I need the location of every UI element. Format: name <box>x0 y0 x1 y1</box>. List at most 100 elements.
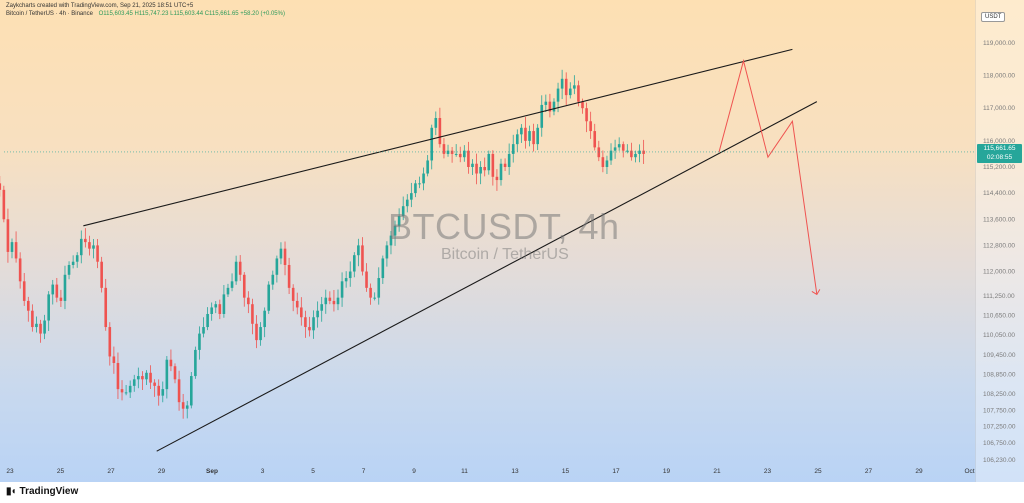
candle-body <box>124 392 128 394</box>
candle-body <box>267 284 271 311</box>
projection-arrowhead <box>811 289 821 296</box>
candle-body <box>18 258 22 282</box>
candle-body <box>544 101 548 105</box>
candle-body <box>454 153 458 155</box>
candle-body <box>446 150 450 154</box>
candle-body <box>157 385 161 396</box>
candle-body <box>524 127 527 141</box>
candle-body <box>630 150 633 158</box>
trendline-lower <box>156 101 818 452</box>
candle-body <box>43 320 46 334</box>
time-tick-label: 29 <box>158 468 166 475</box>
header-text: Zaykcharts created with TradingView.com,… <box>6 3 194 9</box>
time-tick-label: Oct <box>964 468 974 475</box>
candle-body <box>55 284 59 298</box>
candle-body <box>214 304 218 308</box>
candle-body <box>218 304 222 314</box>
candle-body <box>336 297 340 305</box>
candle-body <box>0 183 2 190</box>
candle-body <box>369 287 372 298</box>
time-tick-label: 7 <box>362 468 366 475</box>
candle-body <box>540 104 544 128</box>
candle-body <box>198 333 201 350</box>
candle-body <box>312 317 315 331</box>
candle-body <box>430 127 434 161</box>
candle-body <box>479 166 482 174</box>
candle-body <box>471 163 474 167</box>
candle-body <box>463 150 466 158</box>
candle-body <box>577 85 580 102</box>
candle-body <box>202 327 205 334</box>
candle-body <box>609 150 613 161</box>
time-tick-label: 27 <box>865 468 873 475</box>
candle-body <box>613 147 617 151</box>
chart-header: Zaykcharts created with TradingView.com,… <box>6 3 193 9</box>
candle-body <box>26 300 30 311</box>
candle-body <box>291 287 295 301</box>
candle-body <box>59 297 63 301</box>
candle-body <box>393 225 397 236</box>
candle-body <box>100 261 103 288</box>
candle-body <box>67 264 71 275</box>
candle-body <box>279 248 283 259</box>
price-tick-label: 109,450.00 <box>983 352 1016 359</box>
candle-body <box>145 372 148 380</box>
time-tick-label: 11 <box>461 468 468 475</box>
price-tick-label: 119,000.00 <box>983 40 1015 47</box>
candle-body <box>499 163 503 181</box>
candle-body <box>35 323 38 328</box>
candle-body <box>226 287 230 295</box>
tradingview-logo[interactable]: ▮◖ TradingView <box>6 486 78 497</box>
candle-body <box>149 372 152 383</box>
candle-body <box>605 160 609 167</box>
candle-body <box>63 274 67 301</box>
time-tick-label: 23 <box>764 468 772 475</box>
chart-area[interactable]: 119,000.00 118,000.00 117,000.00 116,000.00… <box>0 0 1024 482</box>
candle-body <box>401 206 405 216</box>
time-tick-label: 17 <box>612 468 620 475</box>
candle-body <box>511 144 515 154</box>
candle-body <box>79 238 83 256</box>
candle-body <box>385 245 389 259</box>
time-tick-label: 25 <box>814 468 822 475</box>
candle-body <box>344 278 348 282</box>
price-axis[interactable] <box>975 0 1024 482</box>
candle-body <box>324 297 328 305</box>
price-tick-label: 117,000.00 <box>983 105 1015 112</box>
candle-body <box>438 117 442 145</box>
candle-body <box>573 85 576 89</box>
price-tick-label: 107,750.00 <box>983 407 1016 414</box>
candle-body <box>348 271 352 279</box>
candle-body <box>287 264 291 288</box>
price-tick-label: 110,050.00 <box>983 332 1015 339</box>
price-tick-label: 107,250.00 <box>983 424 1016 431</box>
last-price-countdown: 02:08:55 <box>986 154 1013 161</box>
candle-body <box>475 163 478 174</box>
currency-badge[interactable]: USDT <box>981 12 1006 22</box>
time-tick-label: 9 <box>412 468 416 475</box>
time-tick-label: 3 <box>261 468 265 475</box>
candle-body <box>373 297 376 299</box>
candle-body <box>458 153 462 158</box>
candle-body <box>352 255 356 272</box>
candle-body <box>556 88 560 102</box>
candle-body <box>92 245 95 249</box>
price-tick-label: 114,400.00 <box>983 190 1015 197</box>
candle-body <box>96 245 99 262</box>
candle-body <box>507 153 511 167</box>
time-tick-label: 25 <box>57 468 65 475</box>
candle-body <box>332 300 336 305</box>
candle-body <box>560 78 564 89</box>
candle-body <box>308 327 311 331</box>
price-tick-label: 111,250.00 <box>983 293 1015 300</box>
candle-body <box>137 376 140 380</box>
candle-body <box>414 183 417 194</box>
footer: ▮◖ TradingView <box>0 482 1024 503</box>
price-tick-label: 118,000.00 <box>983 73 1015 80</box>
candle-body <box>255 323 258 341</box>
candle-body <box>108 327 112 357</box>
candle-body <box>185 405 189 409</box>
candle-body <box>31 310 34 328</box>
price-chart[interactable]: 119,000.00 118,000.00 117,000.00 116,000.00… <box>0 0 1024 482</box>
candle-body <box>581 101 584 109</box>
